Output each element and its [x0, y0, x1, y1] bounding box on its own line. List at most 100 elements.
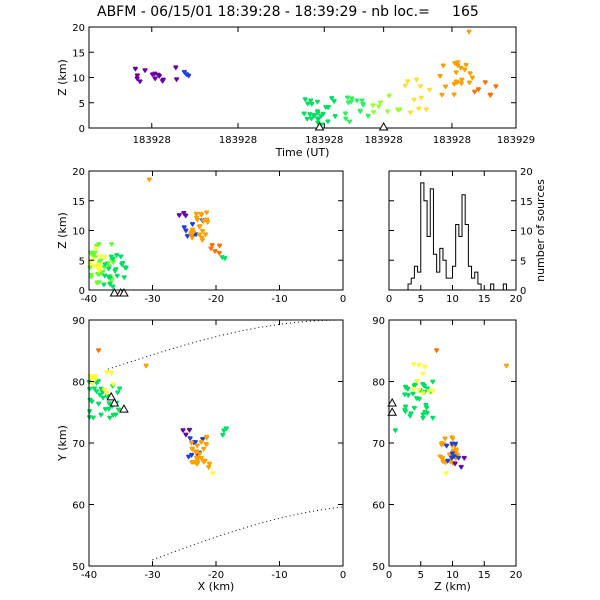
source-point [469, 75, 475, 81]
source-point [458, 81, 464, 87]
source-point [98, 258, 104, 264]
source-point [371, 109, 377, 115]
y-tick-label: 20 [72, 167, 85, 178]
source-point [462, 67, 468, 73]
x-tick-label: -20 [208, 294, 224, 305]
source-point [450, 436, 456, 442]
source-point [434, 348, 440, 354]
source-point [315, 120, 321, 126]
source-point [430, 388, 436, 394]
source-point [209, 243, 215, 249]
source-point [194, 217, 200, 223]
source-point [411, 362, 417, 368]
x-tick-label: 183928 [133, 135, 171, 146]
x-y-panel: 50 60 70 80 90 -40 -30 -20 -10 0 X (km) Y (km) [56, 316, 346, 593]
source-point [189, 221, 195, 228]
source-point [439, 455, 445, 461]
axis-frame [88, 319, 344, 567]
x-tick-label: 183928 [433, 135, 471, 146]
source-point [459, 77, 465, 83]
source-point [96, 242, 102, 248]
y-tick-label: 90 [72, 316, 85, 327]
source-point [437, 73, 443, 80]
source-point [472, 89, 478, 95]
y-tick-label: 5 [520, 256, 526, 267]
y-tick-label: 0 [79, 124, 85, 135]
source-point [212, 249, 218, 255]
source-point [210, 471, 216, 477]
source-point [420, 381, 426, 388]
y-tick-label: 80 [72, 378, 85, 389]
source-point [114, 273, 120, 279]
range-arc [107, 319, 344, 370]
y-tick-label: 15 [520, 197, 533, 208]
source-point [206, 464, 212, 471]
source-point [325, 119, 331, 125]
source-point [493, 84, 499, 90]
source-point [146, 177, 152, 183]
y-tick-label: 20 [72, 23, 85, 34]
source-point [412, 382, 418, 388]
x-tick-label: 10 [446, 294, 459, 305]
x-z-panel: 0 5 10 15 20 -40 -30 -20 -10 0 Z (km) [56, 167, 346, 305]
source-point [116, 407, 122, 413]
source-point [426, 87, 432, 93]
source-point [142, 68, 148, 74]
source-point [189, 235, 195, 241]
source-point [309, 101, 315, 107]
source-point [87, 386, 93, 392]
source-point [304, 116, 310, 122]
source-point [91, 386, 97, 392]
source-point [360, 102, 366, 108]
source-point [417, 84, 423, 90]
source-point [92, 373, 98, 379]
z-y-panel: 50 60 70 80 90 0 5 10 15 20 Z (km) [372, 316, 522, 593]
source-point [343, 116, 349, 122]
y-tick-label: 60 [72, 501, 85, 512]
source-point [451, 92, 457, 98]
y-tick-label: 0 [520, 286, 526, 297]
source-point [107, 275, 113, 281]
source-point [194, 449, 200, 455]
source-point [223, 426, 229, 432]
x-tick-label: 0 [386, 570, 392, 581]
source-point [117, 386, 123, 392]
source-point [416, 362, 422, 369]
source-point [102, 387, 108, 393]
source-point [331, 98, 337, 105]
source-point [411, 386, 417, 392]
source-point [416, 106, 422, 112]
source-point [325, 105, 331, 111]
source-point [208, 246, 214, 252]
source-point [91, 257, 97, 263]
source-point [96, 401, 102, 407]
source-point [347, 119, 353, 125]
y-tick-label: 10 [72, 227, 85, 238]
source-point [403, 385, 409, 391]
source-point [94, 389, 100, 395]
page-title: ABFM - 06/15/01 18:39:28 - 18:39:29 - nb… [97, 4, 479, 20]
x-axis-label: X (km) [198, 580, 235, 593]
y-tick-label: 60 [372, 501, 385, 512]
x-tick-label: -10 [271, 570, 287, 581]
time-height-panel: 0 5 10 15 20 183928 183928 183928 183928 183928 18… [56, 23, 535, 159]
source-point [503, 363, 509, 369]
source-point [357, 108, 363, 114]
source-point [88, 272, 94, 278]
source-point [411, 97, 417, 103]
source-point [180, 428, 186, 434]
source-point [305, 101, 311, 107]
x-tick-label: 0 [340, 294, 346, 305]
source-point [101, 282, 107, 288]
source-point [329, 95, 335, 102]
source-point [392, 428, 398, 434]
source-point [123, 265, 129, 271]
source-point [187, 436, 193, 442]
source-point [196, 232, 202, 238]
source-point [422, 409, 428, 416]
y-tick-label: 10 [72, 74, 85, 85]
source-point [198, 439, 204, 446]
source-point [332, 113, 338, 119]
source-point [450, 448, 456, 454]
